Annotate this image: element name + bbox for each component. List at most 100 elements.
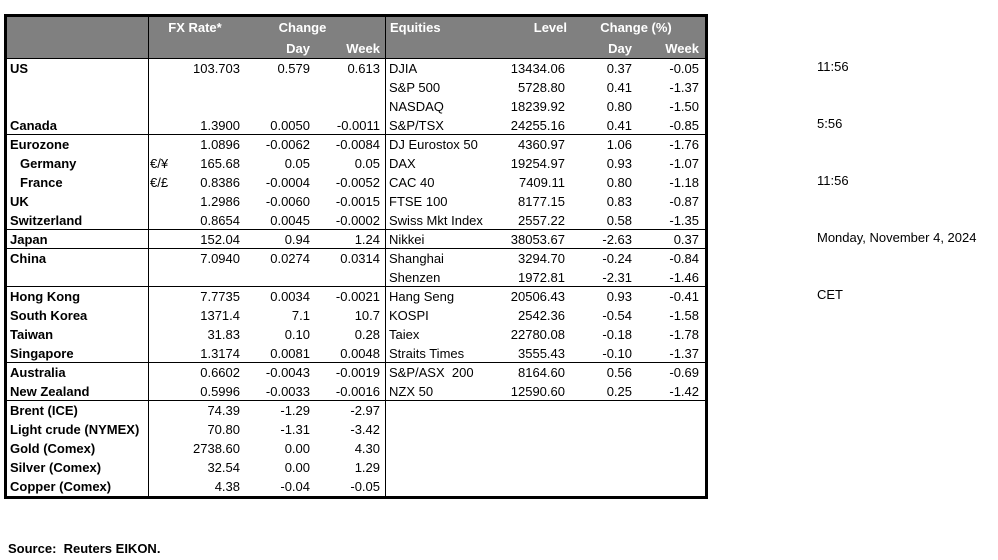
equity-name-cell: Taiex [389,327,420,342]
equity-level-cell [477,439,567,458]
equity-name-cell [385,458,477,477]
equity-level-cell: 22780.08 [510,327,565,342]
equity-day-cell: -0.24 [602,251,632,266]
pair-symbol-cell [148,306,182,325]
equity-week-cell: -1.35 [669,213,699,228]
country-cell: Singapore [10,346,74,361]
equity-level-cell: 13434.06 [510,61,565,76]
equity-name-cell: NASDAQ [389,99,444,114]
equity-level-cell: 19254.97 [510,156,565,171]
equity-week-cell: -0.85 [669,118,699,133]
fx-rate-cell: 70.80 [207,422,240,437]
fx-week-header: Week [346,41,380,56]
country-cell: New Zealand [10,384,90,399]
equity-level-cell: 20506.43 [510,289,565,304]
fx-day-cell: 7.1 [291,308,310,323]
fx-week-cell: 0.05 [354,156,380,171]
equity-level-cell [477,477,567,496]
equity-week-cell: -1.42 [669,384,699,399]
fx-rate-cell [182,78,242,97]
equity-level-cell: 8177.15 [518,194,565,209]
pair-symbol-cell [148,192,182,211]
fx-rate-cell: 7.0940 [200,251,240,266]
fx-week-cell [312,97,385,116]
equity-level-cell [477,420,567,439]
fx-week-cell: -0.0084 [335,137,380,152]
pair-symbol-cell [148,287,182,306]
equity-day-cell [567,439,634,458]
fx-rate-cell: 0.5996 [200,384,240,399]
table-row: S&P 500 5728.80 0.41 -1.37 [7,78,705,97]
pair-symbol-cell [148,230,182,249]
fx-day-cell: -0.0060 [265,194,310,209]
equity-name-cell [385,420,477,439]
equities-day-header: Day [608,41,632,56]
equity-level-cell: 3294.70 [518,251,565,266]
equity-week-cell [634,420,705,439]
equity-name-cell: Swiss Mkt Index [389,213,483,228]
table-row: South Korea 1371.4 7.1 10.7 KOSPI 2542.36 -0.5… [7,306,705,325]
equity-name-cell: DAX [389,156,416,171]
market-data-table: FX Rate* Change Equities Level Change (%… [4,14,708,499]
fx-rate-cell: 32.54 [207,460,240,475]
table-row: Australia 0.6602 -0.0043 -0.0019 S&P/ASX 200… [7,363,705,382]
equities-header: Equities [390,20,441,35]
equity-name-cell: NZX 50 [389,384,434,399]
pair-symbol-cell [148,344,182,363]
fx-day-cell: -0.0004 [265,175,310,190]
equity-day-cell [567,477,634,496]
table-row: Gold (Comex) 2738.60 0.00 4.30 [7,439,705,458]
pair-symbol-cell [148,97,182,116]
pair-symbol-cell [148,382,182,401]
equity-name-cell: Shenzen [389,270,441,285]
country-cell: US [10,61,29,76]
source-line: Source: Reuters EIKON. [8,541,161,556]
equity-name-cell [385,477,477,496]
fx-week-cell: 4.30 [354,441,380,456]
country-cell: France [20,175,63,190]
table-body: US 103.703 0.579 0.613 DJIA 13434.06 0.37 -0.05… [7,59,705,496]
equity-level-cell: 3555.43 [518,346,565,361]
time-line-1: 11:56 [817,59,849,74]
fx-day-cell: 0.94 [284,232,310,247]
equity-day-cell [567,458,634,477]
fx-week-cell: 1.24 [354,232,380,247]
footer-notes: Source: Reuters EIKON. * FX Rate for USD… [8,501,673,560]
country-cell: Eurozone [10,137,70,152]
equity-week-cell [634,458,705,477]
equity-name-cell [385,439,477,458]
equity-level-cell: 4360.97 [518,137,565,152]
country-cell: UK [10,194,29,209]
fx-change-header: Change [278,20,327,35]
equities-week-header: Week [665,41,699,56]
pair-symbol-cell [148,211,182,230]
fx-week-cell: -0.0002 [335,213,380,228]
fx-rate-header: FX Rate* [168,20,222,35]
time-line-2: 5:56 [817,116,843,131]
equity-day-cell: 0.93 [606,289,632,304]
equity-week-cell: -1.37 [669,346,699,361]
fx-rate-cell: 1371.4 [200,308,240,323]
fx-rate-cell: 4.38 [214,479,240,494]
equity-day-cell: 0.93 [606,156,632,171]
pair-symbol-cell [148,135,182,154]
table-row: Taiwan 31.83 0.10 0.28 Taiex 22780.08 -0.18 -1.… [7,325,705,344]
pair-symbol-cell [148,268,182,287]
country-cell [7,78,148,97]
country-cell: China [10,251,47,266]
equity-day-cell: 0.25 [606,384,632,399]
equity-week-cell [634,477,705,496]
equity-name-cell: S&P/TSX [389,118,444,133]
timestamp-block: 11:56 5:56 11:56 Monday, November 4, 202… [817,19,976,342]
fx-rate-cell [182,268,242,287]
pair-symbol-cell [148,477,182,496]
fx-rate-cell: 1.0896 [200,137,240,152]
pair-symbol-cell [148,325,182,344]
equity-day-cell: -2.63 [602,232,632,247]
equity-week-cell: -0.69 [669,365,699,380]
equity-name-cell: S&P 500 [389,80,441,95]
column-divider-left [148,17,149,496]
fx-week-cell: -0.0019 [335,365,380,380]
equity-level-cell: 7409.11 [518,175,565,190]
